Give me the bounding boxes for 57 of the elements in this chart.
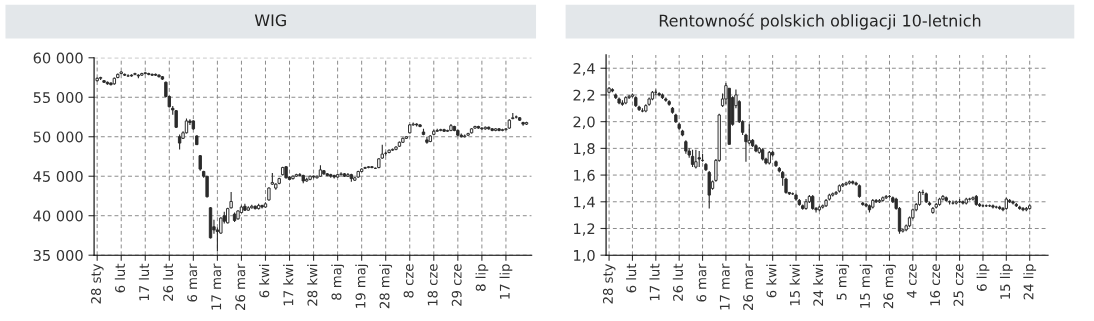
x-tick-label: 19 maj (355, 264, 369, 308)
candlestick (874, 198, 878, 204)
x-tick-label: 26 mar (743, 263, 754, 310)
x-tick-label: 17 kwi (283, 264, 294, 306)
x-tick-label: 5 maj (836, 264, 850, 300)
y-tick-label: 55 000 (33, 91, 83, 104)
y-tick-label: 40 000 (33, 210, 83, 222)
y-tick-label: 35 000 (33, 249, 83, 261)
chart-title: Rentowność polskich obligacji 10-letnich (659, 13, 981, 30)
x-tick-label: 29 cze (451, 264, 462, 306)
x-tick-label: 6 kwi (766, 264, 777, 298)
y-tick-label: 2,0 (573, 116, 595, 129)
y-tick-label: 1,8 (574, 143, 595, 156)
x-tick-label: 6 lut (114, 263, 126, 293)
x-tick-label: 26 maj (883, 264, 896, 309)
x-tick-label: 6 mar (187, 263, 198, 302)
candlestick (884, 194, 888, 200)
x-tick-label: 15 lip (999, 264, 1013, 299)
x-tick-label: 17 lut (649, 263, 660, 301)
y-tick-label: 45 000 (33, 170, 83, 182)
x-tick-label: 17 lut (138, 263, 150, 301)
x-tick-label: 28 kwi (307, 264, 318, 306)
candlestick (707, 170, 711, 210)
x-tick-label: 28 sty (602, 263, 616, 304)
y-tick-label: 1,0 (574, 249, 595, 263)
x-tick-label: 8 maj (331, 264, 344, 300)
y-tick-label: 60 000 (33, 52, 83, 64)
y-tick-label: 50 000 (33, 131, 83, 143)
x-tick-label: 26 mar (235, 263, 246, 310)
x-tick-label: 28 maj (379, 264, 393, 309)
candlestick (205, 175, 209, 199)
x-tick-label: 17 mar (211, 263, 222, 310)
y-tick-label: 1,6 (574, 169, 595, 183)
y-tick-label: 2,4 (573, 62, 595, 76)
x-tick-label: 28 sty (91, 263, 104, 304)
x-tick-label: 15 kwi (789, 264, 800, 306)
y-tick-label: 1,2 (574, 223, 595, 236)
x-tick-label: 17 lip (499, 264, 513, 299)
x-tick-label: 26 lut (162, 263, 174, 301)
x-tick-label: 6 lip (976, 264, 990, 291)
x-tick-label: 24 kwi (813, 264, 824, 306)
x-tick-label: 6 kwi (259, 264, 270, 298)
x-tick-label: 15 maj (859, 264, 873, 308)
x-tick-label: 24 lip (1023, 264, 1037, 300)
x-tick-label: 18 cze (427, 264, 438, 306)
x-tick-label: 17 mar (719, 263, 730, 310)
x-tick-label: 25 cze (953, 264, 964, 306)
x-tick-label: 4 cze (906, 264, 917, 298)
chart-title: WIG (254, 14, 286, 27)
x-tick-label: 8 lip (475, 264, 489, 291)
y-tick-label: 2,2 (573, 89, 595, 103)
x-tick-label: 16 cze (930, 264, 941, 306)
x-tick-label: 6 lut (626, 263, 637, 293)
x-tick-label: 6 mar (696, 263, 707, 302)
y-tick-label: 1,4 (574, 196, 595, 210)
x-tick-label: 26 lut (672, 263, 684, 301)
x-tick-label: 8 cze (403, 264, 414, 298)
